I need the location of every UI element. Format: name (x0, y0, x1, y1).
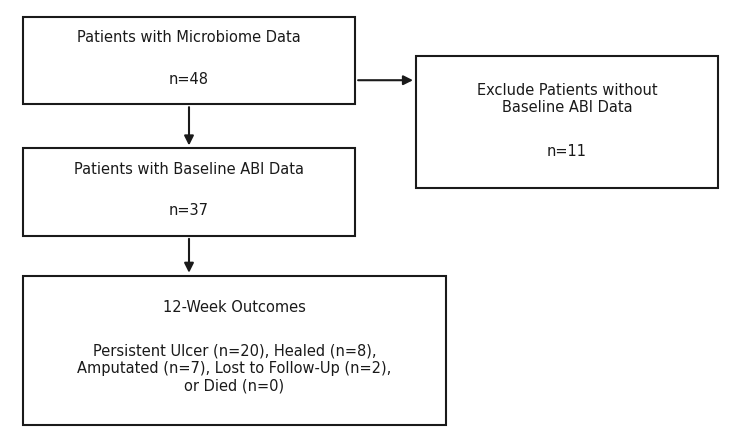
Text: Patients with Microbiome Data: Patients with Microbiome Data (77, 30, 301, 45)
Bar (23, 276, 446, 425)
Text: Patients with Baseline ABI Data: Patients with Baseline ABI Data (74, 161, 304, 176)
Text: n=37: n=37 (169, 203, 209, 218)
Text: n=11: n=11 (547, 144, 587, 159)
Bar (23, 18, 355, 105)
Text: 12-Week Outcomes: 12-Week Outcomes (163, 299, 305, 314)
Text: n=48: n=48 (169, 71, 209, 86)
Text: Exclude Patients without
Baseline ABI Data: Exclude Patients without Baseline ABI Da… (477, 82, 657, 115)
Bar (416, 57, 718, 188)
Text: Persistent Ulcer (n=20), Healed (n=8),
Amputated (n=7), Lost to Follow-Up (n=2),: Persistent Ulcer (n=20), Healed (n=8), A… (77, 343, 392, 393)
Bar (23, 149, 355, 237)
